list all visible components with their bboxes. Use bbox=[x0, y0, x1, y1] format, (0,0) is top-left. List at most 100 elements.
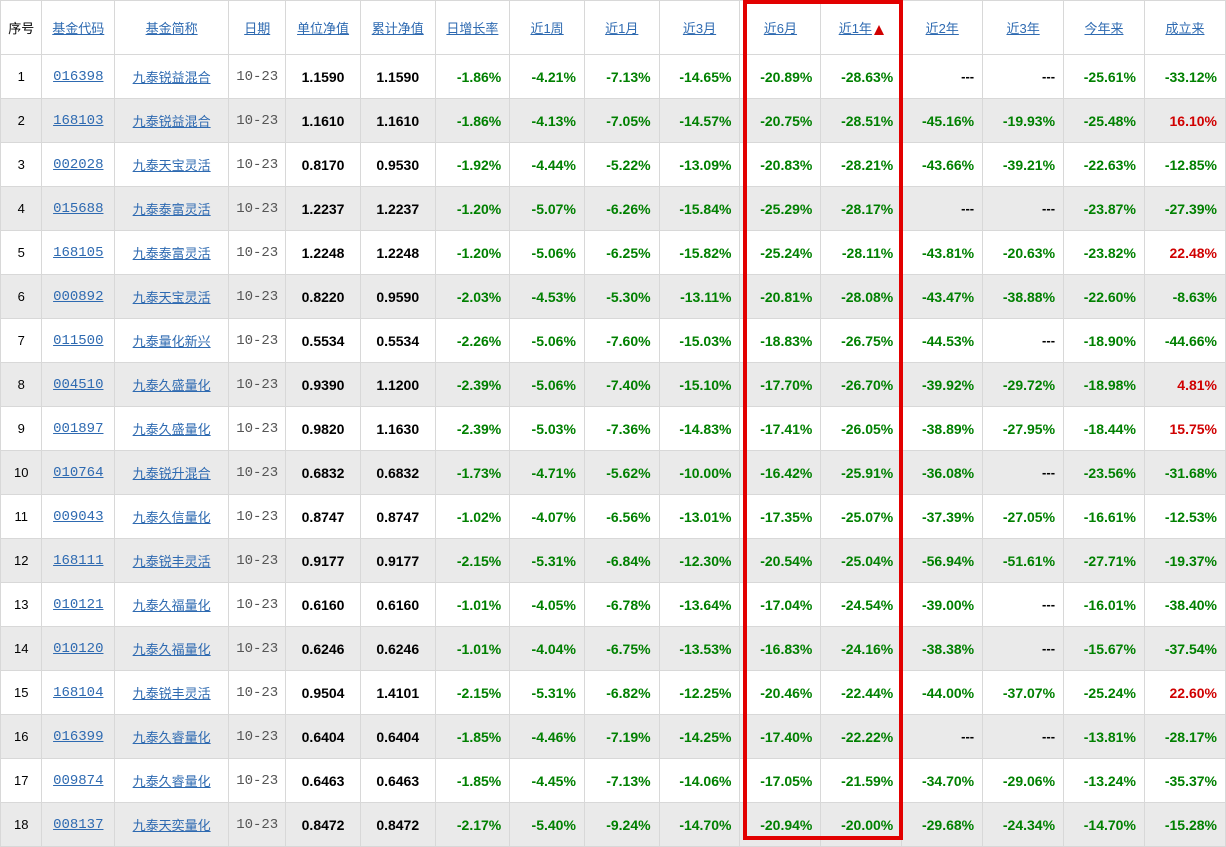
fund-name-link[interactable]: 九泰锐丰灵活 bbox=[133, 686, 211, 701]
fund-code-link[interactable]: 010120 bbox=[53, 641, 103, 657]
fund-name-link[interactable]: 九泰久睿量化 bbox=[133, 774, 211, 789]
fund-name-link[interactable]: 九泰天奕量化 bbox=[133, 818, 211, 833]
fund-code-link[interactable]: 168104 bbox=[53, 685, 103, 701]
cell-code[interactable]: 168104 bbox=[42, 671, 115, 715]
col-month6[interactable]: 近6月 bbox=[740, 1, 821, 55]
cell-ytd: -16.01% bbox=[1064, 583, 1145, 627]
cell-ytd: -16.61% bbox=[1064, 495, 1145, 539]
cell-ytd: -25.48% bbox=[1064, 99, 1145, 143]
col-year3[interactable]: 近3年 bbox=[983, 1, 1064, 55]
cell-code[interactable]: 009043 bbox=[42, 495, 115, 539]
fund-code-link[interactable]: 009043 bbox=[53, 509, 103, 525]
fund-code-link[interactable]: 004510 bbox=[53, 377, 103, 393]
col-year1-sorted[interactable]: 近1年 bbox=[821, 1, 902, 55]
cell-code[interactable]: 168103 bbox=[42, 99, 115, 143]
fund-code-link[interactable]: 016399 bbox=[53, 729, 103, 745]
cell-name[interactable]: 九泰久福量化 bbox=[115, 583, 229, 627]
cell-name[interactable]: 九泰久睿量化 bbox=[115, 759, 229, 803]
fund-code-link[interactable]: 168103 bbox=[53, 113, 103, 129]
fund-code-link[interactable]: 010764 bbox=[53, 465, 103, 481]
fund-name-link[interactable]: 九泰久盛量化 bbox=[133, 422, 211, 437]
fund-code-link[interactable]: 015688 bbox=[53, 201, 103, 217]
cell-code[interactable]: 009874 bbox=[42, 759, 115, 803]
cell-name[interactable]: 九泰量化新兴 bbox=[115, 319, 229, 363]
cell-nav: 0.8220 bbox=[286, 275, 361, 319]
fund-name-link[interactable]: 九泰天宝灵活 bbox=[133, 158, 211, 173]
cell-code[interactable]: 011500 bbox=[42, 319, 115, 363]
fund-name-link[interactable]: 九泰泰富灵活 bbox=[133, 246, 211, 261]
cell-code[interactable]: 010121 bbox=[42, 583, 115, 627]
cell-name[interactable]: 九泰久信量化 bbox=[115, 495, 229, 539]
fund-name-link[interactable]: 九泰锐升混合 bbox=[133, 466, 211, 481]
cell-name[interactable]: 九泰天宝灵活 bbox=[115, 143, 229, 187]
cell-incep: -31.68% bbox=[1144, 451, 1225, 495]
cell-acc-nav: 1.2248 bbox=[360, 231, 435, 275]
fund-name-link[interactable]: 九泰久盛量化 bbox=[133, 378, 211, 393]
fund-name-link[interactable]: 九泰久福量化 bbox=[133, 642, 211, 657]
cell-name[interactable]: 九泰泰富灵活 bbox=[115, 187, 229, 231]
col-acc[interactable]: 累计净值 bbox=[360, 1, 435, 55]
cell-code[interactable]: 010120 bbox=[42, 627, 115, 671]
cell-name[interactable]: 九泰久盛量化 bbox=[115, 407, 229, 451]
fund-name-link[interactable]: 九泰天宝灵活 bbox=[133, 290, 211, 305]
col-inception[interactable]: 成立来 bbox=[1144, 1, 1225, 55]
col-date[interactable]: 日期 bbox=[229, 1, 286, 55]
cell-name[interactable]: 九泰锐丰灵活 bbox=[115, 671, 229, 715]
cell-code[interactable]: 016399 bbox=[42, 715, 115, 759]
fund-code-link[interactable]: 001897 bbox=[53, 421, 103, 437]
cell-name[interactable]: 九泰天宝灵活 bbox=[115, 275, 229, 319]
cell-code[interactable]: 001897 bbox=[42, 407, 115, 451]
fund-name-link[interactable]: 九泰久睿量化 bbox=[133, 730, 211, 745]
col-code[interactable]: 基金代码 bbox=[42, 1, 115, 55]
fund-name-link[interactable]: 九泰泰富灵活 bbox=[133, 202, 211, 217]
col-ytd[interactable]: 今年来 bbox=[1064, 1, 1145, 55]
col-year2[interactable]: 近2年 bbox=[902, 1, 983, 55]
cell-code[interactable]: 168111 bbox=[42, 539, 115, 583]
cell-name[interactable]: 九泰久福量化 bbox=[115, 627, 229, 671]
col-nav[interactable]: 单位净值 bbox=[286, 1, 361, 55]
fund-name-link[interactable]: 九泰久福量化 bbox=[133, 598, 211, 613]
cell-m3: -14.57% bbox=[659, 99, 740, 143]
cell-code[interactable]: 004510 bbox=[42, 363, 115, 407]
fund-code-link[interactable]: 011500 bbox=[53, 333, 103, 349]
fund-code-link[interactable]: 168111 bbox=[53, 553, 103, 569]
header-row: 序号 基金代码 基金简称 日期 单位净值 累计净值 日增长率 近1周 近1月 近… bbox=[1, 1, 1226, 55]
col-week1[interactable]: 近1周 bbox=[510, 1, 585, 55]
cell-code[interactable]: 000892 bbox=[42, 275, 115, 319]
cell-acc-nav: 0.9590 bbox=[360, 275, 435, 319]
fund-code-link[interactable]: 002028 bbox=[53, 157, 103, 173]
fund-code-link[interactable]: 016398 bbox=[53, 69, 103, 85]
cell-name[interactable]: 九泰久睿量化 bbox=[115, 715, 229, 759]
fund-name-link[interactable]: 九泰锐益混合 bbox=[133, 70, 211, 85]
fund-code-link[interactable]: 009874 bbox=[53, 773, 103, 789]
cell-date: 10-23 bbox=[229, 671, 286, 715]
cell-ytd: -22.63% bbox=[1064, 143, 1145, 187]
cell-d1: -1.86% bbox=[435, 55, 510, 99]
col-month3[interactable]: 近3月 bbox=[659, 1, 740, 55]
cell-incep: 16.10% bbox=[1144, 99, 1225, 143]
col-name[interactable]: 基金简称 bbox=[115, 1, 229, 55]
fund-code-link[interactable]: 010121 bbox=[53, 597, 103, 613]
cell-name[interactable]: 九泰锐丰灵活 bbox=[115, 539, 229, 583]
cell-name[interactable]: 九泰泰富灵活 bbox=[115, 231, 229, 275]
table-row: 1016398九泰锐益混合10-231.15901.1590-1.86%-4.2… bbox=[1, 55, 1226, 99]
fund-name-link[interactable]: 九泰锐益混合 bbox=[133, 114, 211, 129]
cell-y3: --- bbox=[983, 715, 1064, 759]
fund-name-link[interactable]: 九泰锐丰灵活 bbox=[133, 554, 211, 569]
cell-code[interactable]: 015688 bbox=[42, 187, 115, 231]
col-daily[interactable]: 日增长率 bbox=[435, 1, 510, 55]
cell-code[interactable]: 002028 bbox=[42, 143, 115, 187]
fund-code-link[interactable]: 008137 bbox=[53, 817, 103, 833]
cell-name[interactable]: 九泰久盛量化 bbox=[115, 363, 229, 407]
fund-code-link[interactable]: 000892 bbox=[53, 289, 103, 305]
fund-code-link[interactable]: 168105 bbox=[53, 245, 103, 261]
fund-name-link[interactable]: 九泰久信量化 bbox=[133, 510, 211, 525]
cell-code[interactable]: 010764 bbox=[42, 451, 115, 495]
cell-name[interactable]: 九泰锐升混合 bbox=[115, 451, 229, 495]
col-month1[interactable]: 近1月 bbox=[584, 1, 659, 55]
cell-name[interactable]: 九泰锐益混合 bbox=[115, 55, 229, 99]
fund-name-link[interactable]: 九泰量化新兴 bbox=[133, 334, 211, 349]
cell-code[interactable]: 168105 bbox=[42, 231, 115, 275]
cell-name[interactable]: 九泰锐益混合 bbox=[115, 99, 229, 143]
cell-code[interactable]: 016398 bbox=[42, 55, 115, 99]
